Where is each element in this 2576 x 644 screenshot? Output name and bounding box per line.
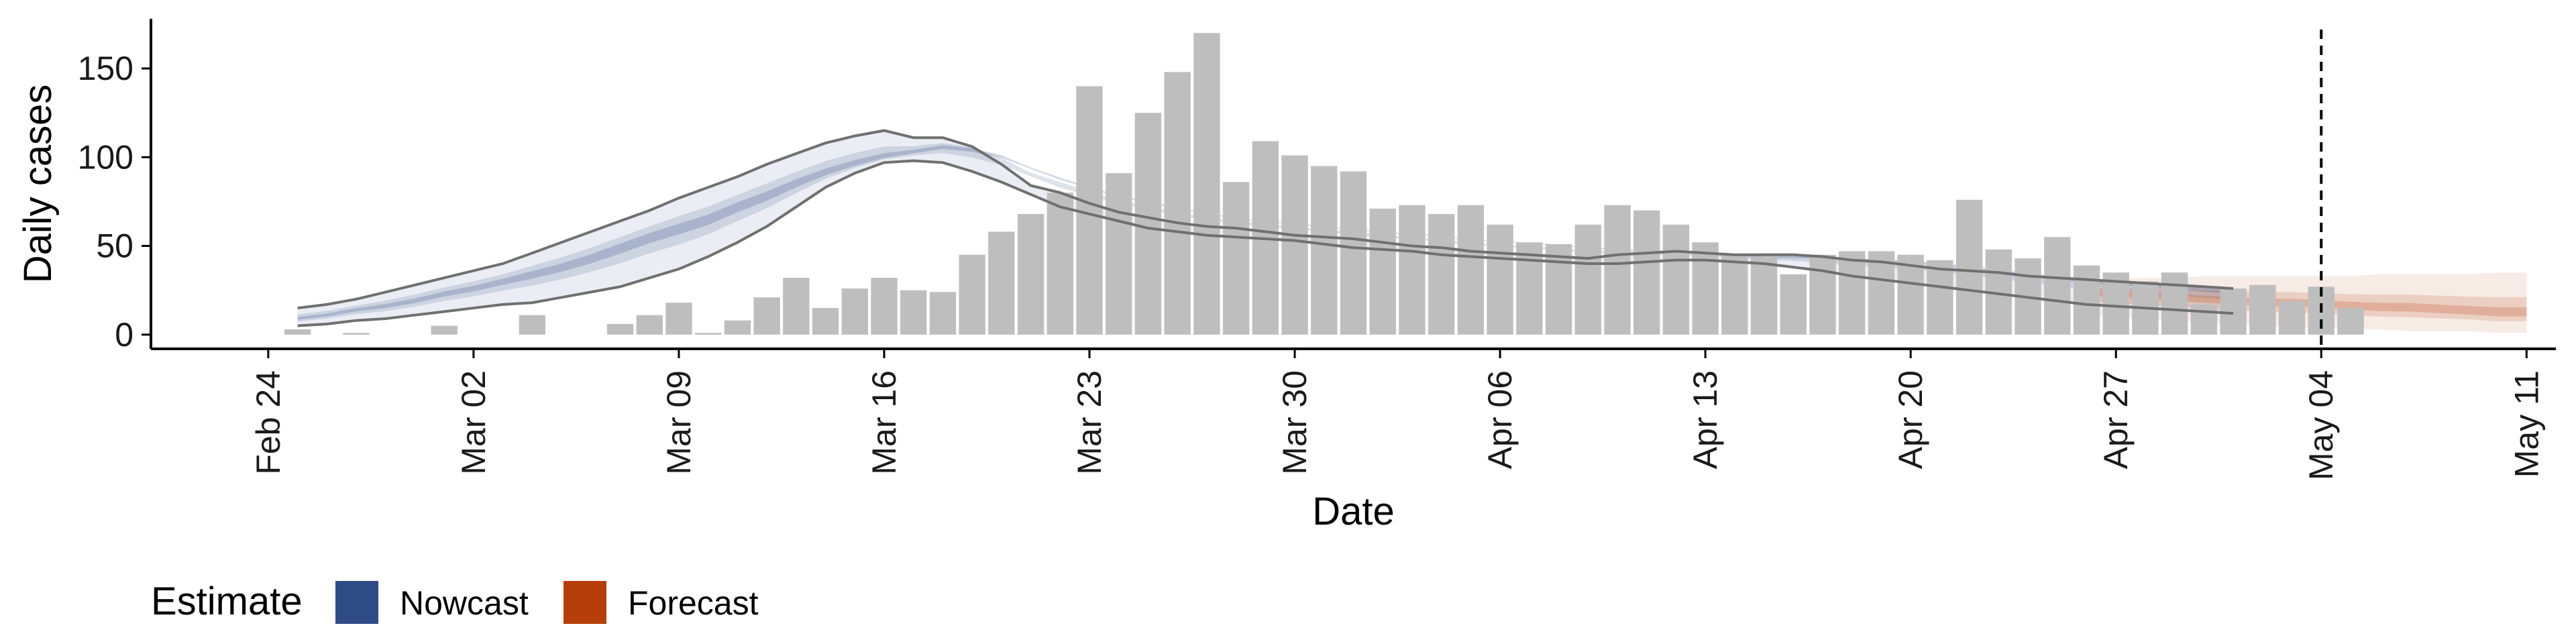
bar <box>1809 254 1836 335</box>
y-tick-label: 150 <box>78 50 133 87</box>
bar <box>1046 193 1073 335</box>
forecast-mid-band <box>2086 288 2527 321</box>
bar <box>1516 242 1543 335</box>
bar <box>284 329 311 335</box>
nowcast-legend-swatch <box>335 581 378 624</box>
bar <box>988 231 1015 335</box>
bar <box>694 333 722 335</box>
bar <box>1281 155 1308 335</box>
bar <box>1721 254 1748 335</box>
bar <box>753 297 780 335</box>
bar <box>1868 251 1895 335</box>
bar <box>1604 205 1631 335</box>
bar <box>1017 213 1044 335</box>
bar <box>636 315 663 335</box>
bar <box>959 254 985 335</box>
bar <box>519 315 546 335</box>
y-tick-label: 50 <box>96 227 133 265</box>
x-tick-label: May 11 <box>2508 370 2545 478</box>
bar <box>2073 265 2100 335</box>
x-axis-title: Date <box>1312 490 1395 533</box>
bar <box>1340 171 1367 335</box>
bar <box>1399 205 1426 335</box>
bar <box>606 323 634 335</box>
x-tick-label: Feb 24 <box>250 370 287 475</box>
bar <box>841 288 868 335</box>
forecast-legend-label: Forecast <box>628 584 759 622</box>
bar <box>2278 301 2306 335</box>
bar <box>1750 256 1778 335</box>
bar <box>2190 304 2218 335</box>
ci-lines <box>297 129 2234 327</box>
bar <box>929 292 957 335</box>
bar <box>1662 224 1690 335</box>
legend-title: Estimate <box>151 580 303 623</box>
bar <box>1193 33 1220 335</box>
bar <box>1076 86 1103 335</box>
bar <box>343 333 370 335</box>
bar <box>1134 113 1162 335</box>
y-tick-label: 0 <box>115 316 133 354</box>
x-tick-label: Apr 06 <box>1481 370 1519 469</box>
x-tick-label: Mar 23 <box>1071 370 1108 475</box>
bar <box>1633 210 1660 335</box>
bar <box>1369 209 1396 335</box>
bar <box>871 278 898 335</box>
nowcast-mid-band <box>297 143 2234 322</box>
bar <box>1927 260 1953 335</box>
bar <box>2337 308 2364 335</box>
x-tick-label: Apr 13 <box>1686 370 1724 469</box>
bar <box>665 303 692 335</box>
y-axis-title: Daily cases <box>16 85 60 284</box>
x-tick-label: Apr 27 <box>2097 370 2135 469</box>
forecast-inner-band <box>2086 290 2527 317</box>
forecast-legend-swatch <box>564 581 606 624</box>
bar <box>1487 224 1513 335</box>
x-tick-label: Mar 30 <box>1276 370 1313 475</box>
bar <box>1428 213 1455 335</box>
bar <box>1164 72 1191 335</box>
bar <box>1311 166 1338 335</box>
x-tick-label: Mar 09 <box>660 370 698 475</box>
y-tick-label: 100 <box>78 138 133 176</box>
x-tick-label: Mar 02 <box>455 370 492 475</box>
bar <box>812 308 839 335</box>
bar <box>900 290 927 335</box>
bar <box>724 320 751 335</box>
bar <box>2161 272 2188 335</box>
legend: Estimate Nowcast Forecast <box>151 580 759 624</box>
bar <box>1897 254 1924 335</box>
bar <box>783 278 810 335</box>
bar <box>1955 199 1983 335</box>
bar <box>2044 237 2071 335</box>
bar <box>1106 173 1132 335</box>
nowcast-legend-label: Nowcast <box>400 584 529 622</box>
bar <box>1545 244 1572 335</box>
bar-series <box>284 33 2364 335</box>
axes: 0 50 100 150 Feb 24 Mar 02 Mar 09 Mar 16 Mar 23 M… <box>16 19 2556 533</box>
nowcast-inner-band <box>297 145 2234 320</box>
nowcast-upper-line <box>297 129 2234 310</box>
nowcast-outer-band <box>297 130 2234 326</box>
bar <box>1692 242 1719 335</box>
nowcast-lower-line <box>297 159 2234 327</box>
x-tick-label: Mar 16 <box>865 370 903 475</box>
bar <box>431 325 458 335</box>
x-tick-label: May 04 <box>2302 370 2340 480</box>
bar <box>1222 182 1250 335</box>
bar <box>1780 274 1807 335</box>
bar <box>1574 224 1601 335</box>
bar <box>1457 205 1485 335</box>
bar <box>1839 251 1866 335</box>
bar <box>2249 284 2276 335</box>
x-tick-label: Apr 20 <box>1892 370 1929 469</box>
